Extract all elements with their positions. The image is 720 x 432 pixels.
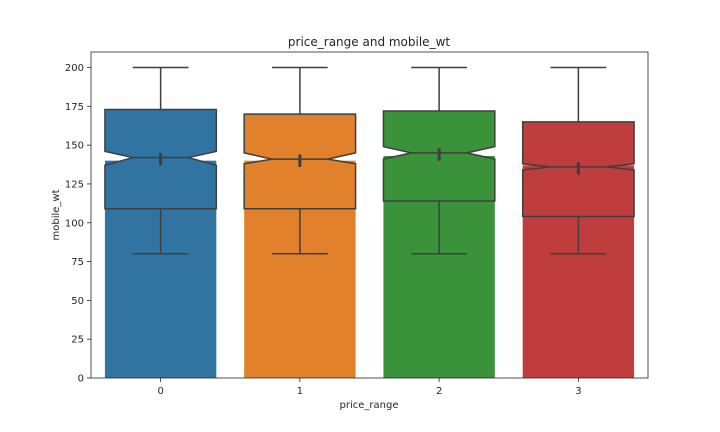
y-axis: 0 25 50 75 100 125 150 175 200 xyxy=(65,63,91,385)
y-tick-label-125: 125 xyxy=(65,179,84,190)
x-tick-label-3: 3 xyxy=(575,386,581,397)
chart-title: price_range and mobile_wt xyxy=(288,35,450,49)
y-tick-label-200: 200 xyxy=(65,63,84,74)
x-tick-label-0: 0 xyxy=(157,386,163,397)
x-axis-label: price_range xyxy=(340,400,399,411)
plot-area xyxy=(104,66,635,378)
y-tick-label-25: 25 xyxy=(71,335,84,346)
y-tick-label-75: 75 xyxy=(71,257,84,268)
y-axis-label: mobile_wt xyxy=(51,189,62,240)
x-axis: 0 1 2 3 xyxy=(157,378,582,397)
y-tick-label-150: 150 xyxy=(65,141,84,152)
plot-frame xyxy=(90,51,649,379)
x-tick-label-1: 1 xyxy=(297,386,303,397)
x-tick-label-2: 2 xyxy=(436,386,442,397)
y-tick-label-100: 100 xyxy=(65,218,84,229)
y-tick-label-50: 50 xyxy=(71,296,84,307)
y-tick-label-175: 175 xyxy=(65,102,84,113)
y-tick-label-0: 0 xyxy=(78,374,84,385)
